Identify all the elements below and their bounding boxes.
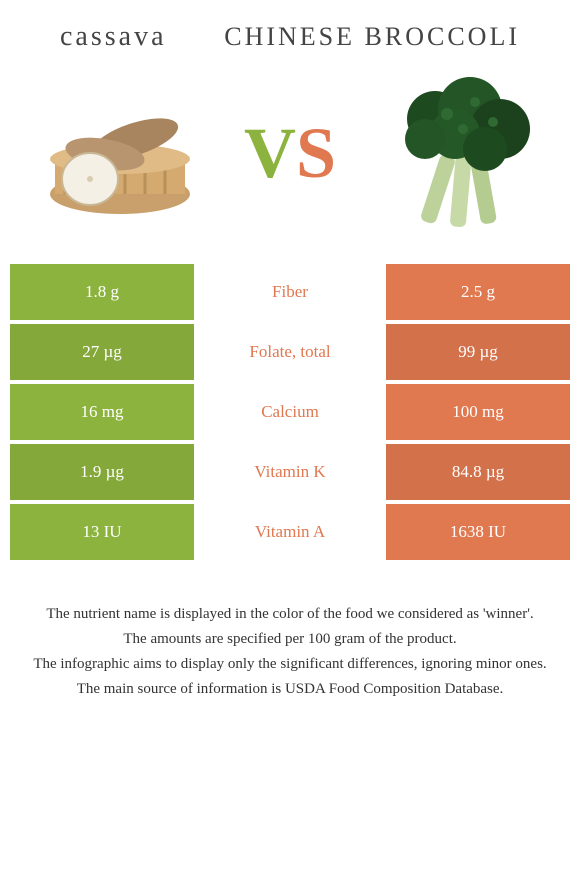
vs-s: S: [296, 113, 336, 193]
left-value: 13 IU: [10, 504, 194, 560]
left-value: 27 µg: [10, 324, 194, 380]
table-row: 16 mgCalcium100 mg: [10, 384, 570, 440]
nutrient-label: Vitamin K: [198, 444, 382, 500]
vs-label: VS: [244, 112, 336, 195]
table-row: 1.9 µgVitamin K84.8 µg: [10, 444, 570, 500]
visual-row: VS: [0, 64, 580, 264]
vs-v: V: [244, 113, 296, 193]
left-food-title: cassava: [60, 20, 167, 54]
footnote-line: The amounts are specified per 100 gram o…: [20, 629, 560, 650]
table-row: 13 IUVitamin A1638 IU: [10, 504, 570, 560]
left-value: 1.9 µg: [10, 444, 194, 500]
footnote-line: The infographic aims to display only the…: [20, 654, 560, 675]
header: cassava CHINESE BROCCOLI: [0, 0, 580, 64]
table-row: 27 µgFolate, total99 µg: [10, 324, 570, 380]
left-value: 1.8 g: [10, 264, 194, 320]
nutrient-label: Folate, total: [198, 324, 382, 380]
cassava-image: [30, 74, 210, 234]
footnote-line: The nutrient name is displayed in the co…: [20, 604, 560, 625]
right-value: 100 mg: [386, 384, 570, 440]
footnotes: The nutrient name is displayed in the co…: [0, 564, 580, 700]
nutrient-label: Fiber: [198, 264, 382, 320]
right-value: 2.5 g: [386, 264, 570, 320]
nutrient-label: Vitamin A: [198, 504, 382, 560]
right-value: 99 µg: [386, 324, 570, 380]
left-value: 16 mg: [10, 384, 194, 440]
broccoli-image: [370, 74, 550, 234]
table-row: 1.8 gFiber2.5 g: [10, 264, 570, 320]
nutrient-label: Calcium: [198, 384, 382, 440]
footnote-line: The main source of information is USDA F…: [20, 679, 560, 700]
nutrient-table: 1.8 gFiber2.5 g27 µgFolate, total99 µg16…: [0, 264, 580, 560]
right-food-title: CHINESE BROCCOLI: [224, 21, 520, 52]
right-value: 84.8 µg: [386, 444, 570, 500]
right-value: 1638 IU: [386, 504, 570, 560]
